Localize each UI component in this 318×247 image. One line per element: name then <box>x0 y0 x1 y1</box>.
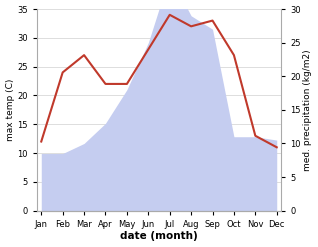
Y-axis label: med. precipitation (kg/m2): med. precipitation (kg/m2) <box>303 49 313 171</box>
Y-axis label: max temp (C): max temp (C) <box>5 79 15 141</box>
X-axis label: date (month): date (month) <box>120 231 198 242</box>
